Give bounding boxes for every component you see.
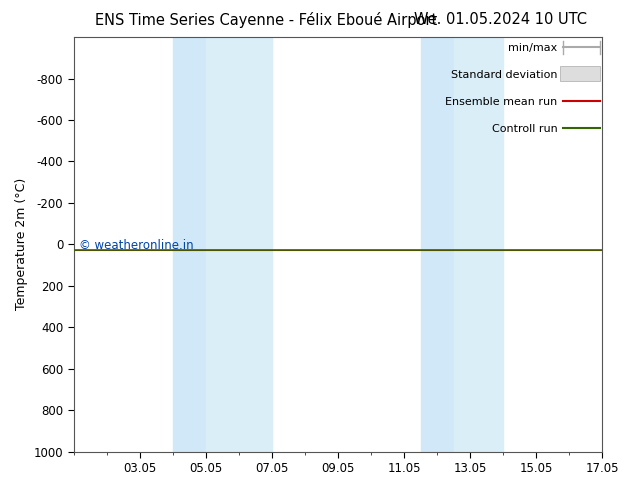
FancyBboxPatch shape [560,66,600,80]
Y-axis label: Temperature 2m (°C): Temperature 2m (°C) [15,178,28,311]
Text: We. 01.05.2024 10 UTC: We. 01.05.2024 10 UTC [415,12,587,27]
Bar [172,37,206,452]
Bar [453,37,503,452]
Text: ENS Time Series Cayenne - Félix Eboué Airport: ENS Time Series Cayenne - Félix Eboué Ai… [95,12,437,28]
Text: Controll run: Controll run [491,124,557,134]
Text: Ensemble mean run: Ensemble mean run [445,97,557,107]
Text: Standard deviation: Standard deviation [451,70,557,80]
Text: © weatheronline.in: © weatheronline.in [79,239,193,252]
Text: min/max: min/max [508,43,557,53]
Bar [420,37,453,452]
Bar [206,37,272,452]
